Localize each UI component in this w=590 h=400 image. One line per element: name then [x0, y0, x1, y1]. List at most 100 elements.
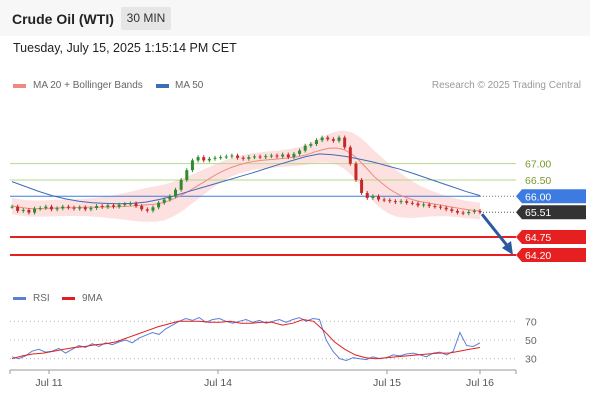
rsi-legend-swatch	[13, 297, 26, 300]
candle-body	[185, 170, 189, 180]
time-axis-label: Jul 16	[466, 377, 494, 389]
candle-body	[444, 207, 448, 210]
timeframe-button[interactable]: 30 MIN	[121, 7, 171, 30]
candle-body	[416, 203, 420, 206]
candle-body	[298, 150, 302, 154]
candle-body	[281, 154, 285, 157]
level-label: 64.20	[525, 250, 551, 262]
candle-body	[410, 202, 414, 204]
candle-body	[145, 209, 149, 211]
candle-body	[55, 208, 59, 210]
price-bars-layer	[10, 135, 482, 216]
candle-body	[461, 212, 465, 214]
level-labels-layer: 67.00 66.50 66.00 65.51 64.75 64.20	[516, 159, 586, 262]
candle-body	[286, 154, 290, 158]
ma20-legend-label: MA 20 + Bollinger Bands	[33, 80, 143, 91]
candle-body	[326, 137, 330, 140]
candle-body	[207, 158, 211, 161]
candle-body	[140, 206, 144, 210]
candle-body	[230, 155, 234, 157]
level-label-bg	[516, 189, 586, 204]
level-lines-layer	[10, 163, 516, 256]
candle-body	[117, 204, 121, 207]
candle-body	[179, 179, 183, 190]
level-label-bg	[516, 230, 586, 245]
candle-body	[269, 155, 273, 157]
candle-body	[377, 196, 381, 200]
time-axis-label: Jul 15	[373, 377, 401, 389]
level-label: 66.00	[525, 191, 551, 203]
candle-body	[331, 139, 335, 141]
candle-body	[314, 140, 318, 145]
ma20-line	[11, 147, 481, 212]
candle-body	[388, 200, 392, 202]
candle-body	[320, 137, 324, 141]
candle-body	[21, 209, 25, 211]
candle-body	[190, 160, 194, 171]
candle-body	[472, 210, 476, 212]
rsi-legend-label: RSI	[33, 293, 50, 304]
candle-body	[44, 206, 48, 208]
moving-average-layer	[11, 147, 481, 212]
candle-body	[275, 155, 279, 157]
level-label-bg	[516, 247, 586, 262]
candle-body	[224, 156, 228, 158]
rsi-ma-line	[11, 318, 481, 360]
candle-body	[157, 202, 161, 208]
research-credit: Research © 2025 Trading Central	[431, 80, 581, 91]
candle-body	[202, 157, 206, 161]
candle-body	[360, 179, 364, 193]
candle-body	[371, 196, 375, 198]
candle-body	[134, 203, 138, 207]
rsi-tick-label: 30	[525, 354, 537, 366]
candle-body	[83, 207, 87, 210]
bollinger-band-layer	[12, 130, 480, 222]
candle-body	[66, 206, 70, 208]
candle-body	[49, 206, 53, 210]
instrument-title: Crude Oil (WTI)	[12, 11, 114, 27]
candle-body	[61, 206, 65, 209]
candle-body	[393, 201, 397, 203]
ma50-legend-swatch	[156, 84, 169, 88]
candle-body	[382, 199, 386, 201]
rsi-line	[11, 317, 481, 362]
level-label: 66.50	[525, 175, 551, 187]
header-bar	[0, 0, 590, 36]
candle-body	[303, 145, 307, 151]
forecast-arrow-head	[502, 240, 513, 255]
candle-body	[33, 208, 37, 213]
candle-body	[16, 206, 20, 211]
rsi-panel-layer: 70 50 30	[10, 316, 537, 366]
candle-body	[219, 157, 223, 159]
candle-body	[213, 157, 217, 159]
level-label: 67.00	[525, 159, 551, 171]
candle-body	[123, 204, 127, 206]
candle-body	[78, 207, 82, 209]
candle-body	[292, 153, 296, 158]
candle-body	[455, 210, 459, 213]
candle-body	[337, 137, 341, 141]
candle-body	[128, 203, 132, 205]
time-axis-layer: Jul 11 Jul 14 Jul 15 Jul 16	[9, 369, 517, 389]
ma50-line	[11, 153, 481, 205]
candle-body	[427, 204, 431, 207]
candle-body	[247, 157, 251, 159]
candle-body	[106, 205, 110, 208]
candle-body	[348, 147, 352, 164]
candle-body	[241, 157, 245, 159]
candle-body	[439, 206, 443, 208]
candle-body	[450, 209, 454, 211]
candle-body	[365, 193, 369, 198]
level-label: 65.51	[525, 207, 551, 219]
candle-body	[174, 189, 178, 197]
rsi-ma-legend-swatch	[62, 297, 75, 300]
forecast-arrow-shaft	[480, 213, 511, 249]
candle-body	[467, 211, 471, 214]
candle-body	[95, 206, 99, 208]
candle-body	[38, 208, 42, 209]
candle-body	[433, 206, 437, 208]
candle-body	[252, 156, 256, 158]
candle-body	[405, 201, 409, 203]
level-label: 64.75	[525, 232, 551, 244]
candle-body	[236, 155, 240, 158]
